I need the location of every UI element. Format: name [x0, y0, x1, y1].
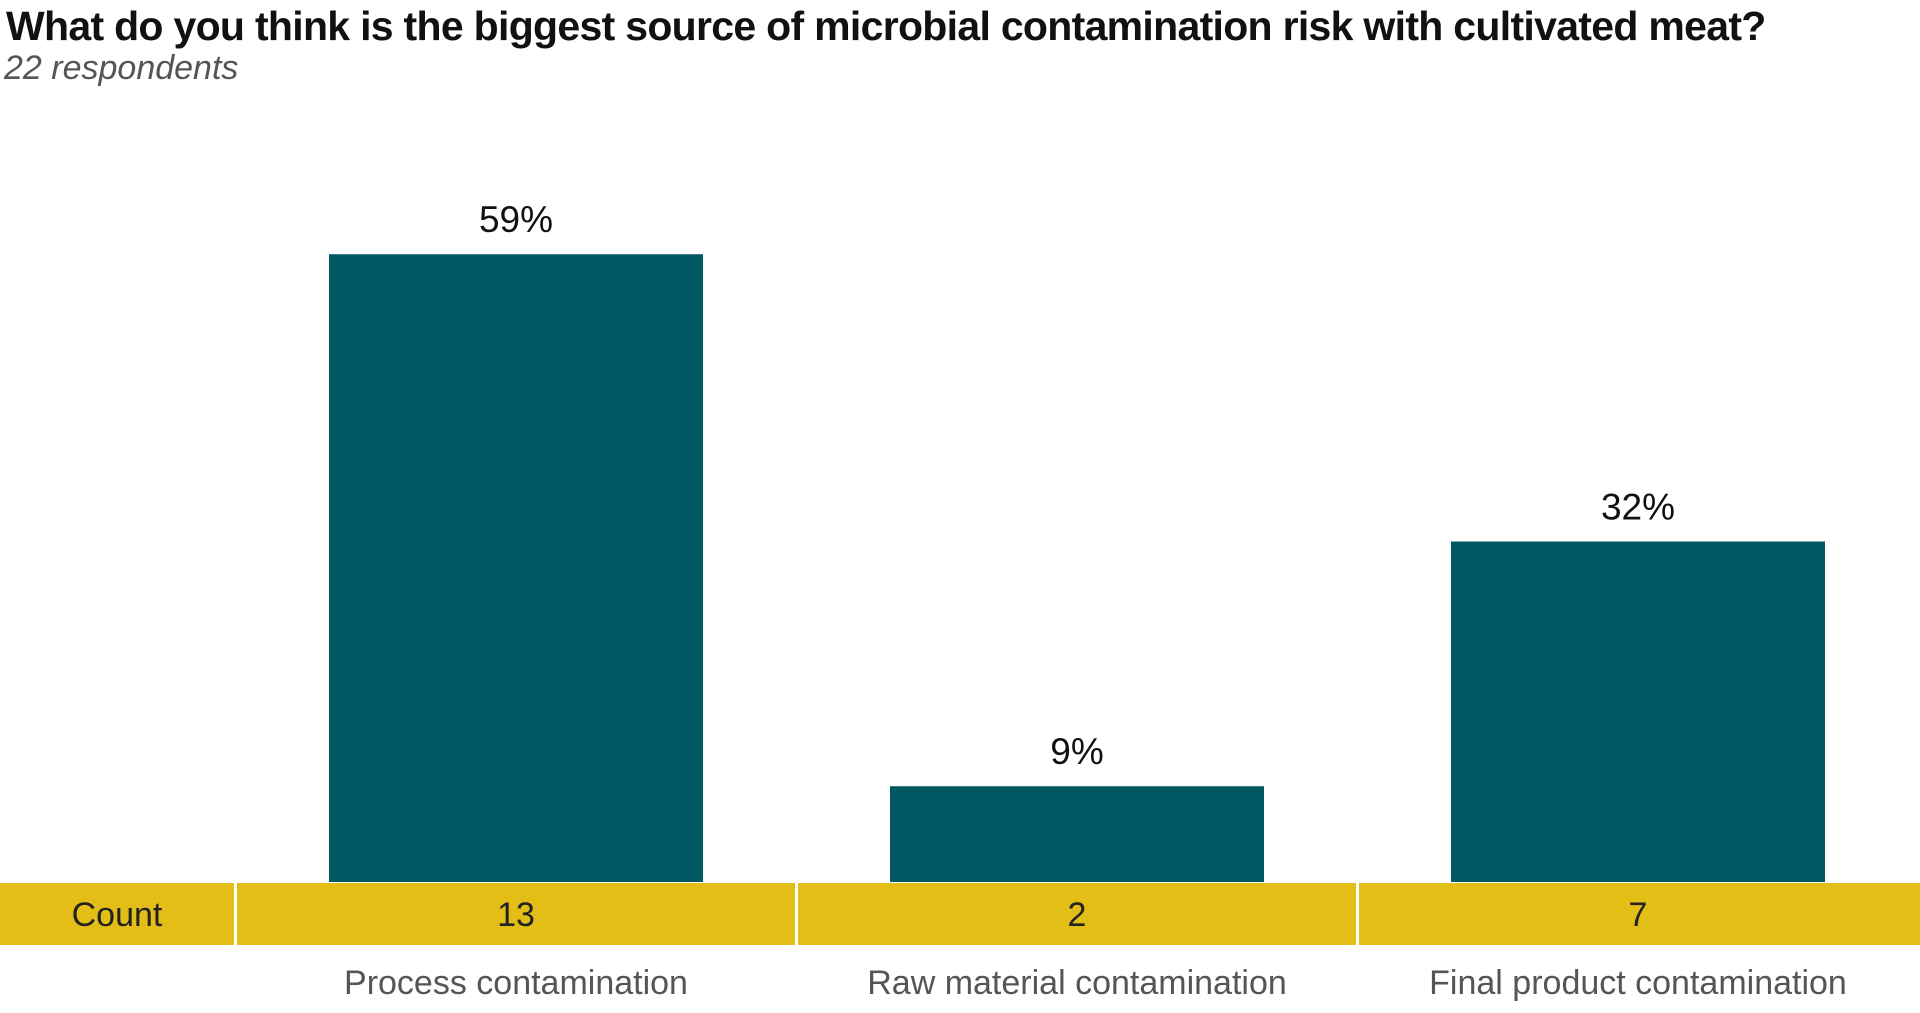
count-band-cell [1359, 883, 1920, 945]
count-band-header-cell [0, 883, 234, 945]
category-label: Raw material contamination [867, 964, 1287, 1002]
bar [1451, 541, 1825, 882]
category-label: Final product contamination [1429, 964, 1847, 1002]
bar [329, 254, 703, 883]
chart-subtitle: 22 respondents [4, 49, 239, 87]
count-value: 7 [1629, 896, 1648, 934]
chart-title: What do you think is the biggest source … [6, 3, 1766, 49]
count-row-label: Count [72, 896, 163, 934]
bar-value-label: 9% [1050, 731, 1103, 772]
bar-value-label: 32% [1601, 487, 1675, 528]
count-band-cell [798, 883, 1356, 945]
bar-value-label: 59% [479, 199, 553, 240]
count-value: 2 [1068, 896, 1087, 934]
bar [890, 786, 1264, 882]
count-band-cell [237, 883, 795, 945]
count-value: 13 [497, 896, 535, 934]
category-label: Process contamination [344, 964, 688, 1002]
